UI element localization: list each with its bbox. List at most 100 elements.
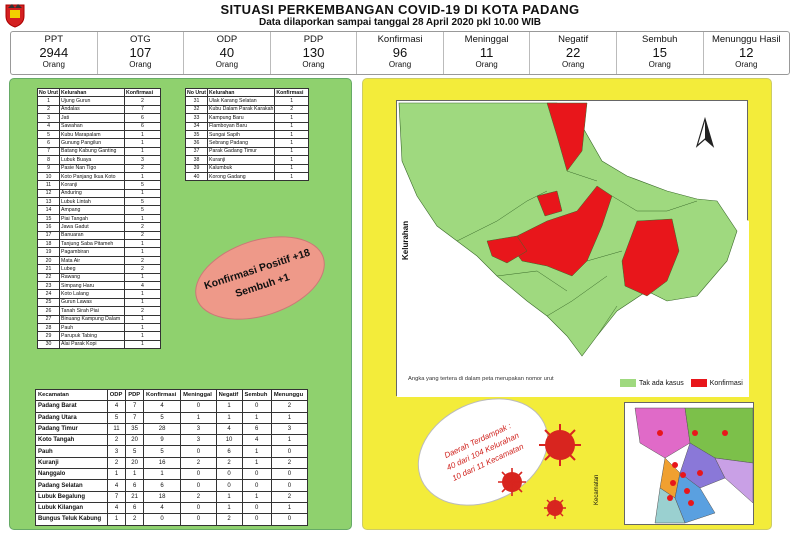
table-cell: 5 [124, 180, 161, 190]
table-cell: 2 [106, 456, 127, 470]
table-cell: Ujung Gurun [59, 96, 125, 106]
table-cell: 7 [124, 104, 161, 115]
stat-value: 40 [219, 45, 235, 60]
table-cell: 6 [125, 479, 145, 492]
table-cell: Sungai Sapih [207, 129, 276, 140]
column-header: ODP [106, 388, 127, 402]
table-cell: 34 [184, 121, 209, 131]
stat-label: Negatif [558, 34, 589, 45]
table-cell: Mata Air [59, 255, 125, 266]
table-cell: 21 [36, 264, 61, 274]
table-row: 31 Ulak Karang Selatan 1 [184, 96, 309, 106]
table-cell: 1 [124, 146, 161, 157]
stat-unit: Orang [562, 60, 585, 69]
legend-swatch-confirmed [690, 379, 707, 387]
table-cell: 37 [184, 146, 209, 157]
stat-value: 15 [652, 45, 667, 60]
table-row: 26 Tanah Sirah Piai 2 [36, 306, 161, 316]
table-row: 24 Koto Lalang 1 [36, 289, 161, 299]
stat-value: 107 [129, 45, 152, 60]
table-cell: 1 [241, 411, 272, 424]
table-cell: Sebrang Padang [207, 138, 276, 148]
table-cell: 1 [124, 339, 161, 350]
table-cell: 21 [125, 490, 145, 503]
table-row: Lubuk Begalung 7 21 18 2 1 1 2 [35, 490, 309, 503]
table-cell: 14 [36, 205, 61, 215]
table-cell: 17 [36, 230, 61, 241]
table-row: 20 Mata Air 2 [36, 255, 161, 266]
column-header: Kelurahan [207, 87, 276, 98]
table-cell: 16 [36, 222, 61, 232]
table-cell: Kampung Baru [207, 113, 276, 123]
table-cell: 15 [36, 213, 61, 224]
table-cell: 2 [124, 255, 161, 266]
table-cell: Lubuk Kilangan [35, 501, 108, 515]
table-cell: 23 [36, 280, 61, 291]
map-confirmed-east [621, 218, 680, 297]
table-row: 30 Alai Parak Kopi 1 [36, 339, 161, 350]
table-cell: 4 [241, 434, 272, 447]
table-cell: 0 [180, 501, 217, 515]
table-cell: Koto Tangah [35, 434, 108, 447]
map-note: Angka yang tertera di dalam peta merupak… [408, 376, 554, 382]
column-header: Konfirmasi [143, 388, 182, 402]
table-cell: 16 [143, 456, 182, 470]
table-cell: 1 [106, 468, 127, 481]
table-cell: 1 [274, 121, 309, 131]
table-cell: 35 [184, 129, 209, 140]
table-cell: 28 [143, 422, 182, 436]
table-cell: 0 [180, 400, 217, 413]
table-cell: 4 [36, 121, 61, 131]
table-cell: 1 [125, 468, 145, 481]
table-cell: 0 [215, 479, 243, 492]
table-cell: Koto Panjang Ikua Koto [59, 171, 125, 182]
table-cell: 20 [36, 255, 61, 266]
table-row: 33 Kampung Baru 1 [184, 113, 309, 123]
stat-value: 11 [479, 45, 494, 60]
table-cell: 0 [270, 513, 309, 526]
table-row: 23 Simpang Haru 4 [36, 280, 161, 291]
table-cell: Sawahan [59, 121, 125, 131]
kelurahan-table-right: No Urut Kelurahan Konfirmasi 31 Ulak Karang … [184, 87, 309, 182]
table-cell: Korong Gadang [207, 171, 276, 182]
map-legend: Tak ada kasus Konfirmasi [620, 379, 743, 387]
table-cell: Flamboyan Baru [207, 121, 276, 131]
stat-unit: Orang [129, 60, 152, 69]
stat-odp: ODP 40 Orang [184, 32, 271, 74]
table-cell: 40 [184, 171, 209, 182]
column-header: Kelurahan [59, 87, 125, 98]
table-cell: 28 [36, 322, 61, 333]
table-cell: Pauh [35, 445, 108, 458]
map-confirmed-center [506, 185, 613, 277]
table-cell: Lubuk Begalung [35, 490, 108, 503]
stat-negatif: Negatif 22 Orang [530, 32, 617, 74]
legend-label-none: Tak ada kasus [639, 379, 684, 387]
table-cell: 1 [124, 213, 161, 224]
table-cell: 0 [215, 468, 243, 481]
kec-teal [654, 487, 686, 524]
table-cell: Anduring [59, 188, 125, 199]
table-row: 39 Kalumbuk 1 [184, 163, 309, 173]
stat-otg: OTG 107 Orang [98, 32, 185, 74]
table-cell: Banuaran [59, 230, 125, 241]
table-row: 36 Sebrang Padang 1 [184, 138, 309, 148]
table-cell: 3 [180, 434, 217, 447]
column-header: Negatif [215, 388, 243, 402]
table-row: Koto Tangah 2 20 9 3 10 4 1 [35, 434, 309, 447]
table-cell: 25 [36, 297, 61, 308]
table-cell: Kubu Marapalam [59, 129, 125, 140]
table-cell: 6 [125, 501, 145, 515]
table-row: 12 Anduring 1 [36, 188, 161, 199]
table-cell: 2 [106, 434, 127, 447]
stat-label: ODP [216, 34, 238, 45]
table-cell: 27 [36, 314, 61, 324]
stat-ppt: PPT 2944 Orang [11, 32, 98, 74]
table-cell: 1 [274, 171, 309, 182]
table-row: 16 Jawa Gadut 2 [36, 222, 161, 232]
table-cell: 2 [124, 163, 161, 173]
stat-value: 22 [565, 45, 581, 60]
table-cell: 31 [184, 96, 209, 106]
stat-unit: Orang [475, 60, 498, 69]
kec-purple [679, 442, 726, 489]
table-cell: 1 [106, 513, 127, 526]
